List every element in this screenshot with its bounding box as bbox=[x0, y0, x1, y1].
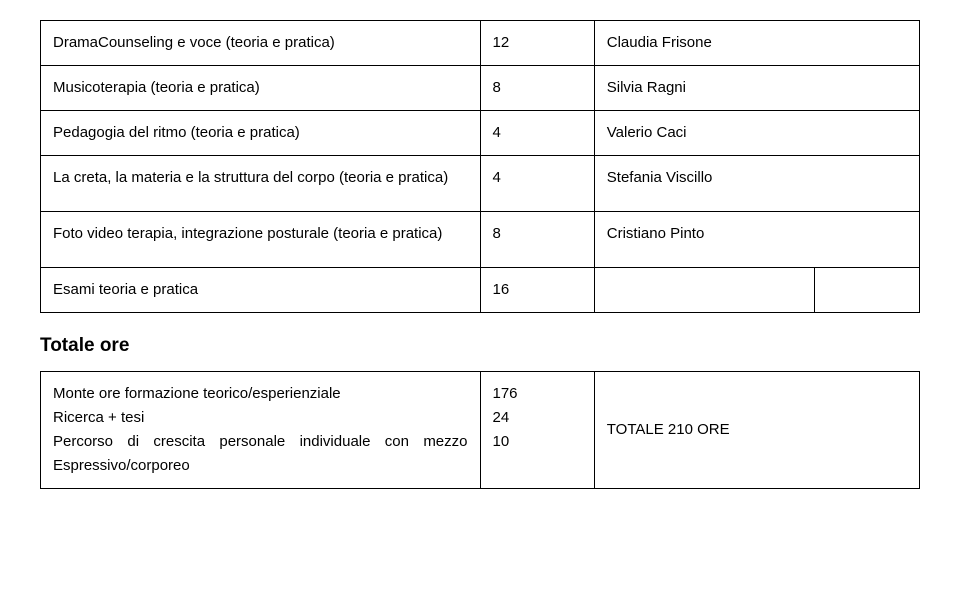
empty-cell bbox=[814, 268, 919, 313]
table-row: Pedagogia del ritmo (teoria e pratica) 4… bbox=[41, 111, 920, 156]
course-hours: 12 bbox=[480, 21, 594, 66]
course-hours: 4 bbox=[480, 156, 594, 212]
grand-total: TOTALE 210 ORE bbox=[607, 418, 907, 442]
totals-line: Ricerca + tesi bbox=[53, 406, 468, 430]
courses-table: DramaCounseling e voce (teoria e pratica… bbox=[40, 20, 920, 313]
course-instructor: Stefania Viscillo bbox=[594, 156, 919, 212]
course-instructor: Cristiano Pinto bbox=[594, 212, 919, 268]
totals-grand: TOTALE 210 ORE bbox=[594, 372, 919, 489]
totals-hours: 176 24 10 bbox=[480, 372, 594, 489]
table-row: La creta, la materia e la struttura del … bbox=[41, 156, 920, 212]
section-heading: Totale ore bbox=[40, 335, 920, 357]
course-label: Musicoterapia (teoria e pratica) bbox=[41, 66, 481, 111]
course-label: DramaCounseling e voce (teoria e pratica… bbox=[41, 21, 481, 66]
course-hours: 4 bbox=[480, 111, 594, 156]
course-hours: 8 bbox=[480, 66, 594, 111]
totals-label: Monte ore formazione teorico/esperienzia… bbox=[41, 372, 481, 489]
totals-num: 24 bbox=[493, 406, 582, 430]
course-hours: 8 bbox=[480, 212, 594, 268]
course-label: Pedagogia del ritmo (teoria e pratica) bbox=[41, 111, 481, 156]
table-row: Foto video terapia, integrazione postura… bbox=[41, 212, 920, 268]
totals-num: 10 bbox=[493, 430, 582, 454]
totals-line: Percorso di crescita personale individua… bbox=[53, 430, 468, 478]
course-instructor: Silvia Ragni bbox=[594, 66, 919, 111]
totals-table: Monte ore formazione teorico/esperienzia… bbox=[40, 371, 920, 489]
course-hours: 16 bbox=[480, 268, 594, 313]
course-label: Foto video terapia, integrazione postura… bbox=[41, 212, 481, 268]
totals-line: Monte ore formazione teorico/esperienzia… bbox=[53, 382, 468, 406]
course-instructor: Claudia Frisone bbox=[594, 21, 919, 66]
course-instructor bbox=[594, 268, 814, 313]
table-row: DramaCounseling e voce (teoria e pratica… bbox=[41, 21, 920, 66]
course-label: La creta, la materia e la struttura del … bbox=[41, 156, 481, 212]
table-row: Esami teoria e pratica 16 bbox=[41, 268, 920, 313]
course-instructor: Valerio Caci bbox=[594, 111, 919, 156]
totals-num: 176 bbox=[493, 382, 582, 406]
table-row: Monte ore formazione teorico/esperienzia… bbox=[41, 372, 920, 489]
course-label: Esami teoria e pratica bbox=[41, 268, 481, 313]
table-row: Musicoterapia (teoria e pratica) 8 Silvi… bbox=[41, 66, 920, 111]
